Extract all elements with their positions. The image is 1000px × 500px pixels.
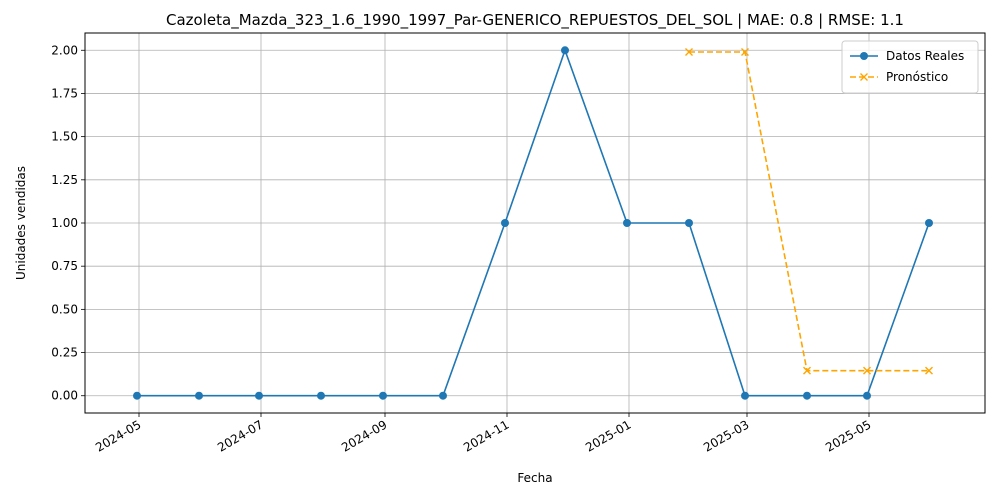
data-point	[803, 391, 811, 400]
data-point	[863, 366, 871, 375]
y-tick-label: 0.50	[51, 302, 78, 316]
legend-marker-pronostico	[860, 73, 868, 81]
data-point	[925, 219, 933, 227]
legend-box	[841, 40, 979, 94]
series-line	[137, 49, 930, 397]
legend-x-marker	[860, 73, 868, 81]
y-tick-label: 1.50	[51, 130, 78, 144]
legend: Datos Reales Pronóstico	[841, 40, 979, 94]
y-tick-label: 1.25	[51, 173, 78, 187]
legend-label-datos-reales: Datos Reales	[886, 49, 964, 63]
data-point	[863, 391, 871, 400]
data-point	[741, 391, 749, 400]
y-tick-label: 0.25	[51, 346, 78, 360]
legend-marker-datos-reales	[860, 52, 868, 60]
y-tick-label: 0.75	[51, 259, 78, 273]
data-point	[195, 391, 203, 400]
chart-title: Cazoleta_Mazda_323_1.6_1990_1997_Par-GEN…	[166, 11, 904, 30]
data-point	[623, 219, 631, 227]
data-point	[685, 219, 693, 227]
data-point	[741, 48, 749, 56]
legend-label-pronostico: Pronóstico	[886, 70, 948, 84]
data-point	[561, 46, 569, 55]
y-tick-label: 2.00	[51, 43, 78, 57]
data-point	[255, 391, 263, 400]
x-axis-label: Fecha	[517, 471, 552, 485]
y-tick-label: 1.75	[51, 86, 78, 100]
series-datos-reales	[133, 46, 933, 400]
data-point	[685, 48, 693, 56]
series	[133, 46, 933, 400]
data-point	[925, 366, 933, 375]
data-point	[501, 219, 509, 227]
data-point	[133, 391, 141, 400]
y-axis-label: Unidades vendidas	[14, 166, 28, 280]
data-point	[439, 391, 447, 400]
data-point	[317, 391, 325, 400]
y-tick-label: 0.00	[51, 389, 78, 403]
series-pronostico	[685, 48, 933, 375]
y-tick-label: 1.00	[51, 216, 78, 230]
data-point	[803, 366, 811, 375]
data-point	[379, 391, 387, 400]
